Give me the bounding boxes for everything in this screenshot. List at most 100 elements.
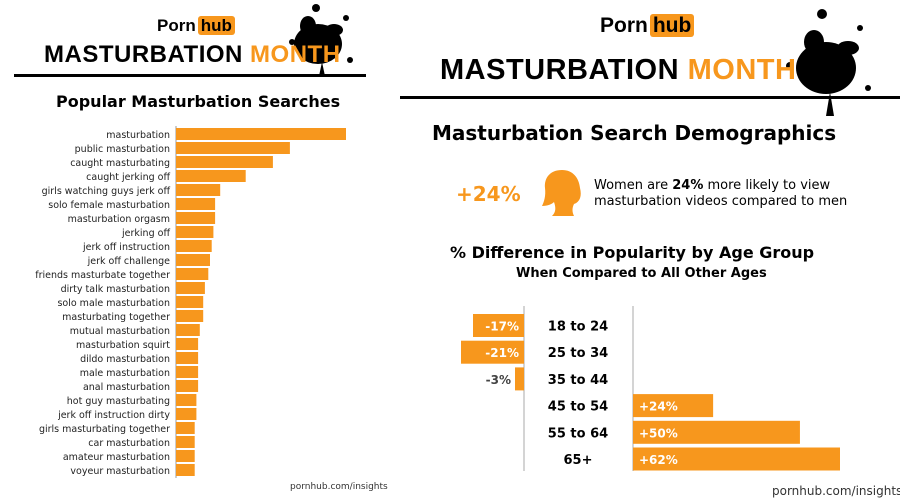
category-label: caught jerking off	[86, 172, 170, 183]
category-label: dirty talk masturbation	[61, 284, 170, 295]
pornhub-logo: Porn hub	[157, 16, 235, 36]
search-bar	[176, 128, 346, 140]
logo-porn-text: Porn	[600, 14, 648, 37]
search-bar	[176, 184, 221, 196]
search-bar	[176, 422, 195, 434]
ink-splatter-icon	[289, 4, 353, 76]
left-panel: Porn hub MASTURBATION MONTH Popular Mastu…	[0, 0, 388, 500]
gender-stat-description: Women are 24% more likely to view mastur…	[594, 178, 847, 210]
category-label: jerk off challenge	[87, 256, 171, 267]
age-bar-negative	[515, 367, 524, 391]
search-bar	[176, 380, 199, 392]
search-bar	[176, 254, 210, 266]
category-label: masturbation	[106, 130, 170, 141]
gender-stat-value: +24%	[456, 182, 521, 206]
category-label: amateur masturbation	[63, 452, 170, 463]
age-bar-value: -21%	[485, 346, 519, 360]
search-bar	[176, 436, 195, 448]
banner-text-accent: MONTH	[250, 41, 341, 68]
category-label: mutual masturbation	[70, 326, 170, 337]
search-bar	[176, 198, 216, 210]
search-bar	[176, 310, 204, 322]
age-group-label: 65+	[564, 453, 593, 468]
right-panel: Porn hub MASTURBATION MONTH Masturbation …	[390, 0, 900, 500]
search-bar	[176, 212, 216, 224]
stat-line-1-b: 24%	[672, 178, 704, 193]
stat-line-1-a: Women are	[594, 178, 673, 193]
age-bar-positive	[633, 420, 800, 444]
category-label: jerking off	[121, 228, 170, 239]
banner-title: MASTURBATION MONTH	[440, 54, 796, 87]
banner-rule	[400, 96, 900, 99]
search-bar	[176, 352, 199, 364]
search-bar	[176, 282, 205, 294]
age-group-label: 45 to 54	[548, 400, 608, 415]
banner-title: MASTURBATION MONTH	[44, 41, 341, 69]
category-label: caught masturbating	[70, 158, 170, 169]
banner-text-main: MASTURBATION	[440, 54, 688, 86]
search-bar	[176, 366, 199, 378]
age-chart-subtitle: When Compared to All Other Ages	[516, 266, 767, 281]
category-label: girls watching guys jerk off	[42, 186, 171, 197]
age-group-label: 25 to 34	[548, 346, 608, 361]
category-label: hot guy masturbating	[67, 396, 170, 407]
search-bar	[176, 170, 246, 182]
left-footer: pornhub.com/insights	[290, 482, 388, 492]
ink-splatter-icon	[786, 9, 871, 116]
category-label: car masturbation	[88, 438, 170, 449]
category-label: solo female masturbation	[48, 200, 170, 211]
woman-head-icon	[542, 170, 581, 216]
banner-text-accent: MONTH	[687, 54, 797, 86]
logo-hub-text: hub	[197, 16, 235, 35]
age-group-label: 18 to 24	[548, 320, 608, 335]
search-bar	[176, 142, 290, 154]
category-label: girls masturbating together	[39, 424, 170, 435]
category-label: masturbation orgasm	[68, 214, 170, 225]
banner-text-main: MASTURBATION	[44, 41, 251, 68]
age-group-label: 35 to 44	[548, 373, 608, 388]
category-label: voyeur masturbation	[70, 466, 170, 477]
search-bar	[176, 338, 199, 350]
search-bar	[176, 296, 204, 308]
age-bar-value: -17%	[485, 320, 519, 334]
age-bar-value: -3%	[486, 373, 511, 387]
search-bar	[176, 156, 273, 168]
category-label: anal masturbation	[83, 382, 170, 393]
stat-line-1-c: more likely to view	[703, 178, 831, 193]
logo-porn-text: Porn	[157, 16, 196, 35]
age-chart-title: % Difference in Popularity by Age Group	[450, 243, 815, 262]
demographics-title: Masturbation Search Demographics	[432, 121, 837, 145]
category-label: masturbating together	[62, 312, 170, 323]
search-bar	[176, 324, 200, 336]
search-bar	[176, 464, 195, 476]
age-bar-negative	[473, 314, 524, 337]
age-bar-value: +62%	[639, 453, 678, 467]
age-diverging-bar-chart: 18 to 24 -17% 25 to 34 -21% 35 to 44 -3% 45 to…	[461, 306, 840, 471]
pornhub-logo: Porn hub	[600, 14, 695, 38]
age-bar-positive	[633, 394, 714, 418]
category-label: dildo masturbation	[80, 354, 170, 365]
search-bar	[176, 268, 209, 280]
category-label: public masturbation	[75, 144, 170, 155]
category-label: jerk off instruction dirty	[57, 410, 170, 421]
stat-line-1: Women are 24% more likely to view	[594, 178, 847, 194]
search-bar	[176, 394, 197, 406]
right-footer: pornhub.com/insights	[772, 484, 900, 498]
age-group-label: 55 to 64	[548, 426, 608, 441]
banner-rule	[14, 74, 366, 77]
left-chart-title: Popular Masturbation Searches	[56, 92, 341, 111]
search-bar	[176, 408, 197, 420]
age-bar-value: +24%	[639, 400, 678, 414]
category-label: solo male masturbation	[57, 298, 170, 309]
age-bar-negative	[461, 340, 524, 364]
stat-line-2: masturbation videos compared to men	[594, 194, 848, 209]
search-bar	[176, 240, 212, 252]
search-bar	[176, 226, 214, 238]
age-bar-value: +50%	[639, 426, 678, 440]
category-label: friends masturbate together	[35, 270, 170, 281]
age-bar-positive	[633, 447, 840, 471]
search-bar-chart: masturbation public masturbation caught ma…	[35, 126, 346, 478]
logo-hub-text: hub	[649, 14, 695, 37]
category-label: jerk off instruction	[82, 242, 170, 253]
category-label: masturbation squirt	[76, 340, 170, 351]
